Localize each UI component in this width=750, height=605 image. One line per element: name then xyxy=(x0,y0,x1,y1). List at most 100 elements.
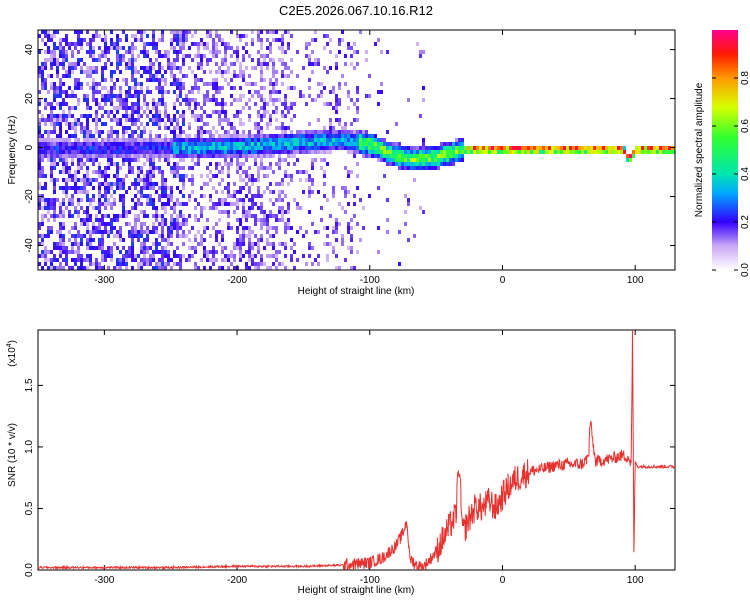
heatmap-cell xyxy=(194,86,197,90)
heatmap-cell xyxy=(209,234,212,238)
heatmap-cell xyxy=(59,42,62,46)
heatmap-cell xyxy=(131,238,134,242)
heatmap-cell xyxy=(242,170,245,174)
heatmap-cell xyxy=(104,198,107,202)
heatmap-cell xyxy=(89,86,92,90)
heatmap-cell xyxy=(269,154,272,158)
heatmap-cell xyxy=(392,146,395,150)
heatmap-cell xyxy=(200,154,203,158)
heatmap-cell xyxy=(293,242,296,246)
heatmap-cell xyxy=(404,146,407,150)
heatmap-cell xyxy=(116,134,119,138)
heatmap-cell xyxy=(116,170,119,174)
heatmap-cell xyxy=(116,94,119,98)
heatmap-cell xyxy=(206,98,209,102)
heatmap-cell xyxy=(113,118,116,122)
heatmap-cell xyxy=(152,66,155,70)
heatmap-cell xyxy=(152,146,155,150)
heatmap-cell xyxy=(125,114,128,118)
heatmap-cell xyxy=(158,234,161,238)
heatmap-cell xyxy=(125,102,128,106)
heatmap-cell xyxy=(110,150,113,154)
heatmap-cell xyxy=(401,166,404,170)
heatmap-cell xyxy=(143,150,146,154)
heatmap-cell xyxy=(245,66,248,70)
heatmap-cell xyxy=(158,170,161,174)
heatmap-cell xyxy=(164,142,167,146)
heatmap-cell xyxy=(446,142,449,146)
heatmap-cell xyxy=(98,194,101,198)
heatmap-cell xyxy=(287,174,290,178)
heatmap-cell xyxy=(101,234,104,238)
heatmap-cell xyxy=(197,138,200,142)
heatmap-cell xyxy=(569,150,572,154)
heatmap-cell xyxy=(158,122,161,126)
heatmap-cell xyxy=(263,246,266,250)
heatmap-cell xyxy=(158,82,161,86)
heatmap-cell xyxy=(266,218,269,222)
heatmap-cell xyxy=(128,142,131,146)
heatmap-cell xyxy=(308,134,311,138)
heatmap-cell xyxy=(407,202,410,206)
heatmap-cell xyxy=(491,146,494,150)
heatmap-cell xyxy=(122,150,125,154)
heatmap-cell xyxy=(389,154,392,158)
heatmap-cell xyxy=(233,50,236,54)
heatmap-cell xyxy=(170,222,173,226)
heatmap-cell xyxy=(338,222,341,226)
heatmap-cell xyxy=(122,102,125,106)
heatmap-cell xyxy=(170,62,173,66)
colorbar-tick-label: 0.4 xyxy=(740,167,750,181)
heatmap-cell xyxy=(161,118,164,122)
heatmap-cell xyxy=(239,74,242,78)
heatmap-cell xyxy=(308,42,311,46)
heatmap-cell xyxy=(116,182,119,186)
heatmap-cell xyxy=(251,198,254,202)
heatmap-cell xyxy=(68,66,71,70)
heatmap-cell xyxy=(56,150,59,154)
heatmap-cell xyxy=(38,66,41,70)
heatmap-cell xyxy=(275,98,278,102)
heatmap-cell xyxy=(191,158,194,162)
heatmap-cell xyxy=(194,42,197,46)
heatmap-cell xyxy=(215,54,218,58)
heatmap-cell xyxy=(233,254,236,258)
heatmap-cell xyxy=(182,194,185,198)
heatmap-cell xyxy=(311,146,314,150)
heatmap-cell xyxy=(230,202,233,206)
heatmap-cell xyxy=(239,222,242,226)
heatmap-cell xyxy=(377,250,380,254)
heatmap-cell xyxy=(308,94,311,98)
heatmap-cell xyxy=(182,186,185,190)
heatmap-cell xyxy=(404,194,407,198)
heatmap-cell xyxy=(200,238,203,242)
heatmap-cell xyxy=(140,130,143,134)
heatmap-cell xyxy=(38,74,41,78)
heatmap-cell xyxy=(110,78,113,82)
heatmap-cell xyxy=(269,242,272,246)
heatmap-cell xyxy=(89,182,92,186)
heatmap-cell xyxy=(74,206,77,210)
heatmap-cell xyxy=(134,90,137,94)
heatmap-cell xyxy=(110,62,113,66)
heatmap-cell xyxy=(170,194,173,198)
heatmap-cell xyxy=(413,158,416,162)
heatmap-cell xyxy=(323,182,326,186)
heatmap-cell xyxy=(248,174,251,178)
heatmap-cell xyxy=(299,170,302,174)
heatmap-cell xyxy=(251,262,254,266)
heatmap-cell xyxy=(44,258,47,262)
heatmap-cell xyxy=(434,166,437,170)
heatmap-cell xyxy=(164,202,167,206)
heatmap-cell xyxy=(128,118,131,122)
heatmap-cell xyxy=(137,266,140,270)
heatmap-cell xyxy=(59,102,62,106)
heatmap-cell xyxy=(191,58,194,62)
heatmap-cell xyxy=(239,34,242,38)
heatmap-cell xyxy=(275,142,278,146)
heatmap-cell xyxy=(284,158,287,162)
heatmap-cell xyxy=(290,106,293,110)
heatmap-cell xyxy=(152,38,155,42)
heatmap-cell xyxy=(143,246,146,250)
heatmap-cell xyxy=(107,186,110,190)
